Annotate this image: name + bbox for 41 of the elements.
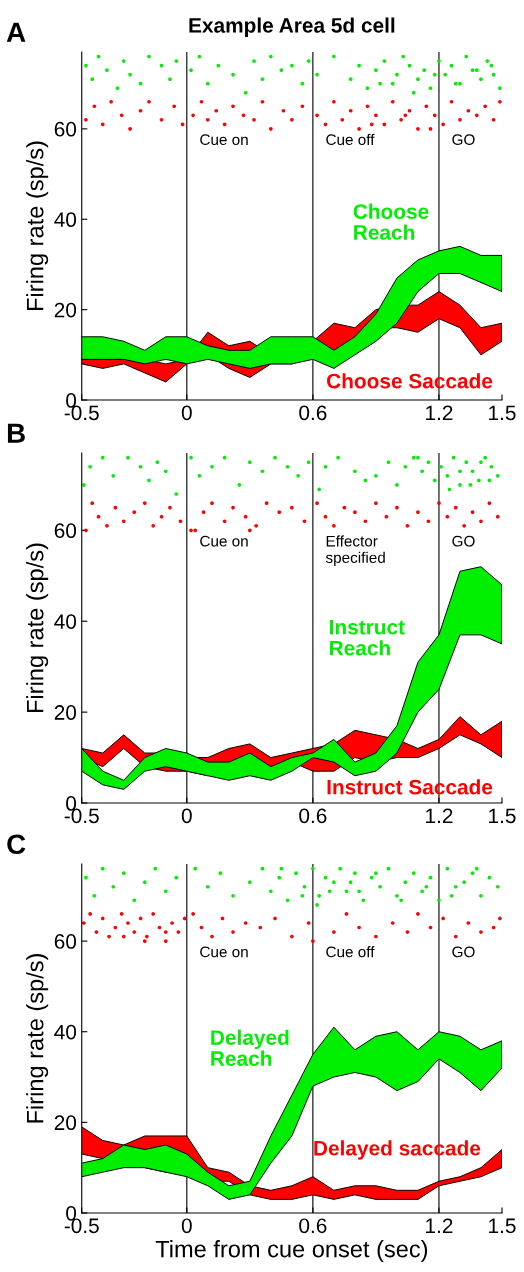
x-tick-label: 0.6 bbox=[299, 1218, 327, 1234]
y-tick-label: 60 bbox=[54, 934, 77, 949]
y-tick-label: 20 bbox=[54, 1115, 77, 1131]
x-tick-label: 0 bbox=[181, 808, 192, 824]
text: C bbox=[7, 834, 26, 855]
y-tick-label: 40 bbox=[54, 212, 77, 228]
ref-line-label: Cue on bbox=[200, 535, 248, 547]
y-tick-label: 40 bbox=[54, 614, 77, 629]
ref-line-label: GO bbox=[452, 535, 475, 547]
y-axis-title: Firing rate (sp/s) bbox=[26, 543, 49, 713]
ref-line-label: Cue on bbox=[200, 134, 248, 146]
y-tick-label: 60 bbox=[54, 523, 77, 539]
x-tick-label: 1.2 bbox=[426, 808, 453, 823]
ref-line-label: Cue off bbox=[326, 133, 375, 146]
y-axis-title: Firing rate (sp/s) bbox=[26, 954, 49, 1123]
text: A bbox=[6, 22, 26, 42]
y-tick-label: 60 bbox=[54, 121, 77, 137]
x-tick-label: 0.6 bbox=[299, 808, 327, 824]
text: B bbox=[7, 423, 25, 443]
legend-label: Instruct Reach bbox=[330, 620, 405, 656]
x-tick-label: 1.2 bbox=[426, 405, 453, 420]
x-tick-label: 0.6 bbox=[299, 405, 327, 421]
y-tick-label: 20 bbox=[54, 705, 77, 720]
x-tick-label: 1.5 bbox=[489, 1218, 516, 1234]
y-tick-label: 40 bbox=[54, 1024, 77, 1040]
y-axis-title: Firing rate (sp/s) bbox=[26, 141, 49, 311]
x-tick-label: 0 bbox=[181, 405, 192, 421]
legend-label: Delayed Reach bbox=[211, 1029, 289, 1066]
x-tick-label: 1.5 bbox=[489, 808, 516, 824]
chart-title: Example Area 5d cell bbox=[189, 17, 395, 37]
y-tick-label: 20 bbox=[54, 302, 77, 318]
x-tick-label: 1.5 bbox=[489, 405, 516, 421]
x-axis-title: Time from cue onset (sec) bbox=[155, 1240, 428, 1263]
ref-line-label: GO bbox=[452, 946, 475, 958]
ref-line-label: GO bbox=[452, 134, 475, 146]
legend-label: Choose Reach bbox=[353, 203, 429, 240]
x-tick-label: 1.2 bbox=[426, 1218, 453, 1233]
ref-line-label: Effector specified bbox=[325, 535, 385, 567]
ref-line-label: Cue on bbox=[200, 946, 248, 958]
x-tick-label: 0 bbox=[181, 1218, 192, 1234]
ref-line-label: Cue off bbox=[326, 946, 375, 958]
